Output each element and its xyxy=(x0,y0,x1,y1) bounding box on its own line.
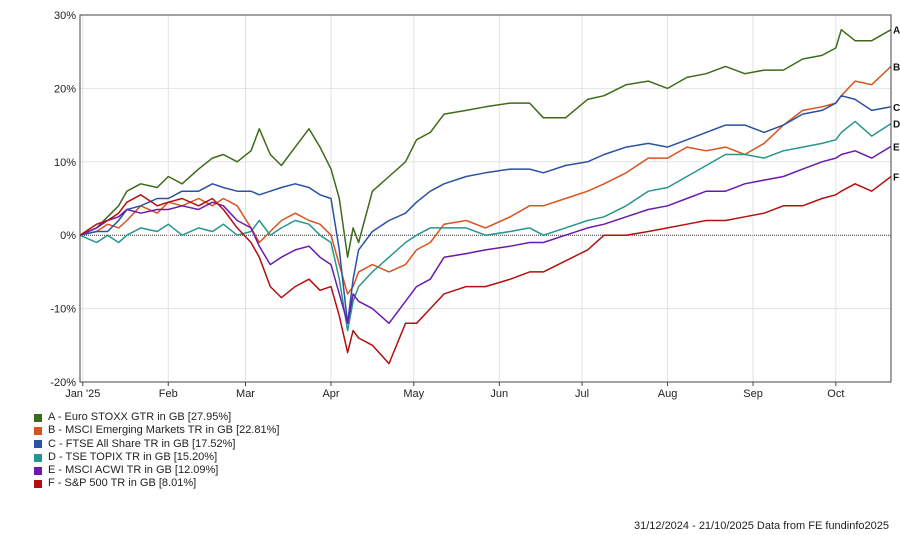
x-tick-label: Oct xyxy=(827,388,844,400)
legend-label: D - TSE TOPIX TR in GB [15.20%] xyxy=(48,450,218,463)
series-end-label-b: B xyxy=(893,62,900,73)
x-tick-label: Jul xyxy=(575,388,589,400)
series-line-e xyxy=(79,145,892,325)
legend-swatch xyxy=(34,466,42,475)
y-tick-label: 0% xyxy=(60,230,76,242)
date-range-footer: 31/12/2024 - 21/10/2025 Data from FE fun… xyxy=(633,520,889,532)
x-tick-label: Feb xyxy=(159,388,178,400)
legend-label: E - MSCI ACWI TR in GB [12.09%] xyxy=(48,464,219,477)
legend-swatch xyxy=(34,413,42,422)
legend-label: C - FTSE All Share TR in GB [17.52%] xyxy=(48,437,236,450)
legend-item-d: D - TSE TOPIX TR in GB [15.20%] xyxy=(34,451,279,464)
series-end-labels: A B CDE F xyxy=(893,26,900,184)
x-axis: Jan '25 Feb Mar Apr May Jun Jul Aug Sep Oct xyxy=(65,382,844,400)
series-lines xyxy=(79,28,892,365)
legend-item-b: B - MSCI Emerging Markets TR in GB [22.8… xyxy=(34,424,279,437)
legend-item-a: A - Euro STOXX GTR in GB [27.95%] xyxy=(34,411,279,424)
series-end-label-d: D xyxy=(893,120,900,131)
series-line-f xyxy=(79,175,892,365)
legend-label: A - Euro STOXX GTR in GB [27.95%] xyxy=(48,411,232,423)
x-tick-label: Sep xyxy=(743,388,763,400)
x-tick-label: Jun xyxy=(490,388,508,400)
legend-swatch xyxy=(34,440,42,449)
series-end-label-a: A xyxy=(893,26,900,37)
legend-item-e: E - MSCI ACWI TR in GB [12.09%] xyxy=(34,464,279,477)
performance-line-chart: 30%20%10%0%-10%-20% Jan '25 Feb Mar Apr May J… xyxy=(50,10,900,400)
x-tick-label: Mar xyxy=(236,388,255,400)
x-tick-label: Aug xyxy=(658,388,678,400)
y-tick-label: -10% xyxy=(50,304,76,316)
legend-swatch xyxy=(34,480,42,489)
legend-item-f: F - S&P 500 TR in GB [8.01%] xyxy=(34,477,279,490)
y-tick-label: -20% xyxy=(50,377,76,389)
series-line-d xyxy=(79,120,892,332)
legend-swatch xyxy=(34,453,42,462)
legend-swatch xyxy=(34,426,42,435)
series-line-b xyxy=(79,65,892,295)
x-tick-label: May xyxy=(403,388,424,400)
x-tick-label: Jan '25 xyxy=(65,388,100,400)
y-axis: 30% 20% 10% 0% -10% -20% xyxy=(50,10,76,389)
x-tick-label: Apr xyxy=(322,388,339,400)
y-tick-label: 30% xyxy=(54,10,76,22)
plot-frame xyxy=(79,14,892,383)
series-line-c xyxy=(79,94,892,325)
series-end-label-f: F xyxy=(893,172,899,183)
y-tick-label: 10% xyxy=(54,157,76,169)
legend-item-c: C - FTSE All Share TR in GB [17.52%] xyxy=(34,438,279,451)
series-end-label-e: E xyxy=(893,142,900,153)
legend-label: B - MSCI Emerging Markets TR in GB [22.8… xyxy=(48,424,280,437)
series-line-a xyxy=(79,28,892,258)
series-end-label-c: C xyxy=(893,103,900,114)
legend-label: F - S&P 500 TR in GB [8.01%] xyxy=(48,477,197,490)
y-tick-label: 20% xyxy=(54,83,76,95)
chart-legend: A - Euro STOXX GTR in GB [27.95%] B - MSC… xyxy=(34,411,279,491)
